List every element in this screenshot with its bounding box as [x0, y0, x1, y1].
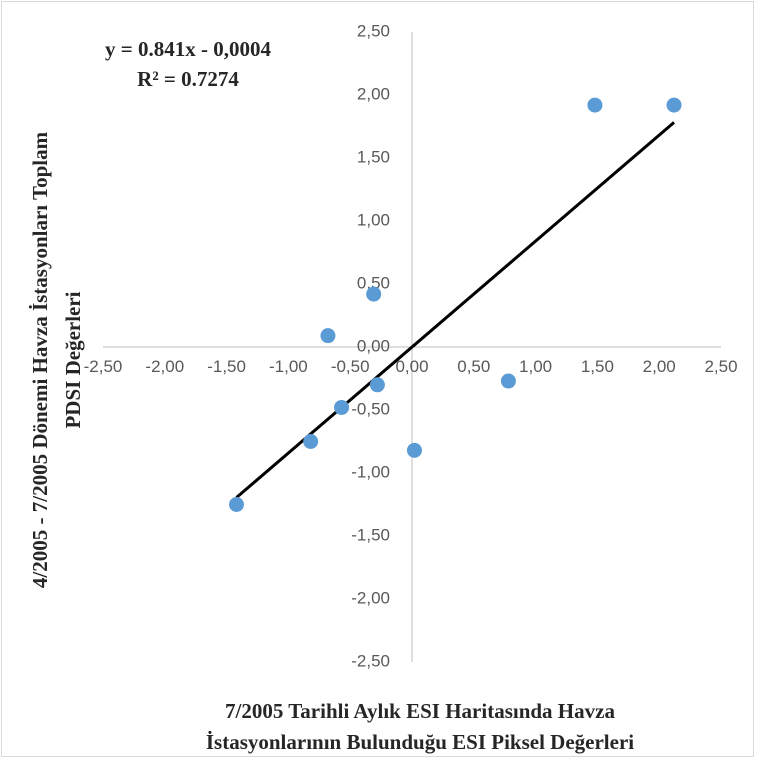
- x-tick-label: -0,50: [331, 357, 370, 376]
- x-tick-labels: -2,50 -2,00 -1,50 -1,00 -0,50 0,00 0,50 1,00 1,5…: [84, 357, 738, 376]
- x-tick-label: 1,50: [581, 357, 614, 376]
- r-squared-label: R² = 0.7274: [137, 67, 239, 91]
- x-tick-label: -2,50: [84, 357, 123, 376]
- y-tick-label: 1,00: [357, 210, 390, 229]
- y-tick-label: 2,00: [357, 84, 390, 103]
- x-axis-title-line-2: İstasyonlarının Bulunduğu ESI Piksel Değ…: [206, 730, 634, 754]
- data-point: [587, 97, 603, 113]
- data-point: [369, 377, 385, 393]
- trendline-equation: y = 0.841x - 0,0004: [105, 37, 271, 61]
- x-tick-label: -1,50: [207, 357, 246, 376]
- y-tick-label: -2,50: [351, 651, 390, 670]
- x-tick-label: 0,50: [457, 357, 490, 376]
- y-tick-label: -1,50: [351, 525, 390, 544]
- y-tick-label: -2,00: [351, 588, 390, 607]
- y-tick-label: 0,50: [357, 273, 390, 292]
- data-point: [366, 286, 382, 302]
- x-tick-label: -1,00: [269, 357, 308, 376]
- trendline: [235, 121, 676, 499]
- data-point: [228, 497, 244, 512]
- x-tick-label: 0,00: [395, 357, 428, 376]
- y-tick-label: 0,00: [357, 336, 390, 355]
- y-tick-labels: 2,50 2,00 1,50 1,00 0,50 0,00 -0,50 -1,00 -1,50 -…: [351, 21, 390, 670]
- x-tick-label: 1,00: [519, 357, 552, 376]
- y-axis-title-line-1: 4/2005 - 7/2005 Dönemi Havza İstasyonlar…: [28, 131, 52, 588]
- x-axis-title-line-1: 7/2005 Tarihli Aylık ESI Haritasında Hav…: [225, 699, 615, 723]
- x-tick-label: 2,00: [643, 357, 676, 376]
- data-points: [228, 97, 682, 512]
- y-axis-title-line-2: PDSI Değerleri: [61, 291, 85, 428]
- x-tick-label: -2,00: [145, 357, 184, 376]
- data-point: [334, 399, 350, 415]
- data-point: [500, 373, 516, 389]
- y-tick-label: 1,50: [357, 147, 390, 166]
- y-tick-label: -0,50: [351, 399, 390, 418]
- trendline-segment: [235, 121, 676, 499]
- x-tick-label: 2,50: [704, 357, 737, 376]
- y-tick-label: -1,00: [351, 462, 390, 481]
- data-point: [666, 97, 682, 113]
- y-tick-label: 2,50: [357, 21, 390, 40]
- data-point: [406, 442, 422, 458]
- data-point: [303, 434, 319, 449]
- data-point: [320, 328, 336, 344]
